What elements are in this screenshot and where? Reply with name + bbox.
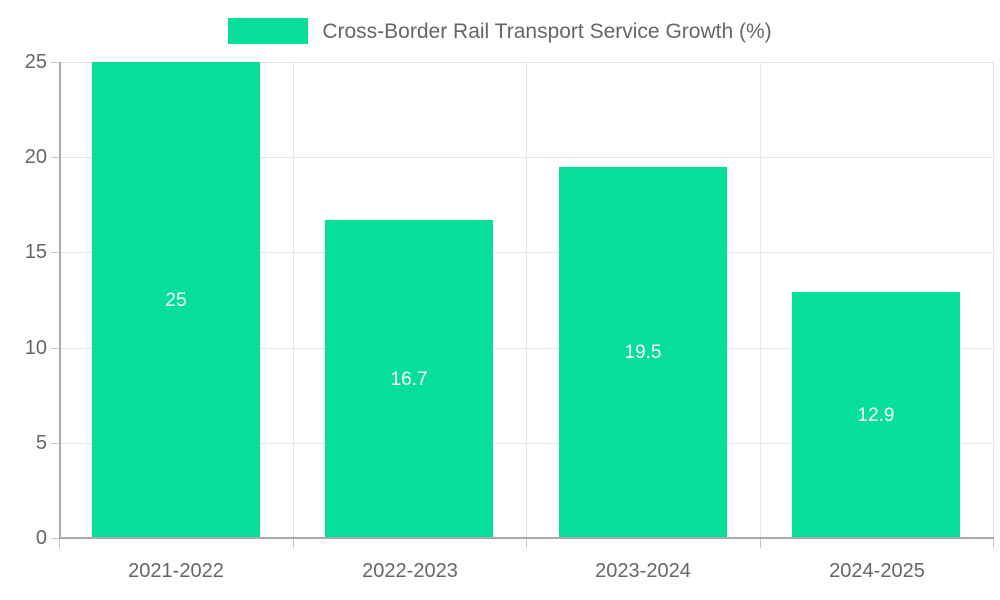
bar-value-label: 19.5 bbox=[624, 341, 662, 363]
y-axis-tick-label: 10 bbox=[24, 336, 47, 359]
x-axis-line bbox=[59, 537, 994, 539]
y-axis-tick-label: 15 bbox=[24, 241, 47, 264]
x-axis-tick-label: 2021-2022 bbox=[128, 560, 224, 582]
bar[interactable]: 12.9 bbox=[792, 292, 960, 538]
bar-value-label: 25 bbox=[165, 289, 187, 311]
y-axis-tick-mark bbox=[51, 538, 59, 539]
x-axis-tick-mark bbox=[59, 539, 60, 548]
legend-label: Cross-Border Rail Transport Service Grow… bbox=[322, 19, 772, 43]
plot-area: 25 16.7 19.5 12.9 bbox=[59, 62, 994, 539]
x-axis-tick-label: 2023-2024 bbox=[595, 560, 691, 582]
y-axis-tick-labels: 0 5 10 15 20 25 bbox=[0, 0, 47, 600]
y-axis-tick-label: 0 bbox=[35, 527, 47, 549]
y-axis-tick-mark bbox=[51, 442, 59, 444]
y-axis-tick-mark bbox=[51, 347, 59, 349]
gridline-vertical bbox=[760, 62, 761, 538]
y-axis-tick-label: 20 bbox=[24, 146, 47, 169]
y-axis-tick-mark bbox=[51, 252, 59, 254]
bar[interactable]: 16.7 bbox=[325, 220, 493, 538]
x-axis-tick-mark bbox=[526, 539, 527, 548]
gridline-vertical bbox=[293, 62, 294, 538]
y-axis-tick-mark bbox=[51, 62, 59, 63]
x-axis-tick-mark bbox=[293, 539, 294, 548]
x-axis-tick-mark bbox=[760, 539, 761, 548]
y-axis-line bbox=[59, 62, 61, 539]
x-axis-tick-label: 2022-2023 bbox=[362, 560, 458, 582]
chart-legend: Cross-Border Rail Transport Service Grow… bbox=[0, 14, 1000, 48]
y-axis-tick-mark bbox=[51, 157, 59, 159]
x-axis-tick-mark bbox=[993, 539, 994, 548]
y-axis-tick-label: 25 bbox=[24, 51, 47, 73]
legend-color-swatch[interactable] bbox=[228, 18, 309, 44]
gridline-vertical bbox=[993, 62, 994, 538]
x-axis-tick-label: 2024-2025 bbox=[829, 560, 925, 582]
y-axis-tick-label: 5 bbox=[35, 431, 47, 454]
bar-value-label: 16.7 bbox=[390, 368, 428, 390]
bar[interactable]: 19.5 bbox=[559, 166, 727, 538]
bar-value-label: 12.9 bbox=[857, 404, 895, 426]
gridline-vertical bbox=[526, 62, 527, 538]
bar[interactable]: 25 bbox=[92, 62, 260, 538]
